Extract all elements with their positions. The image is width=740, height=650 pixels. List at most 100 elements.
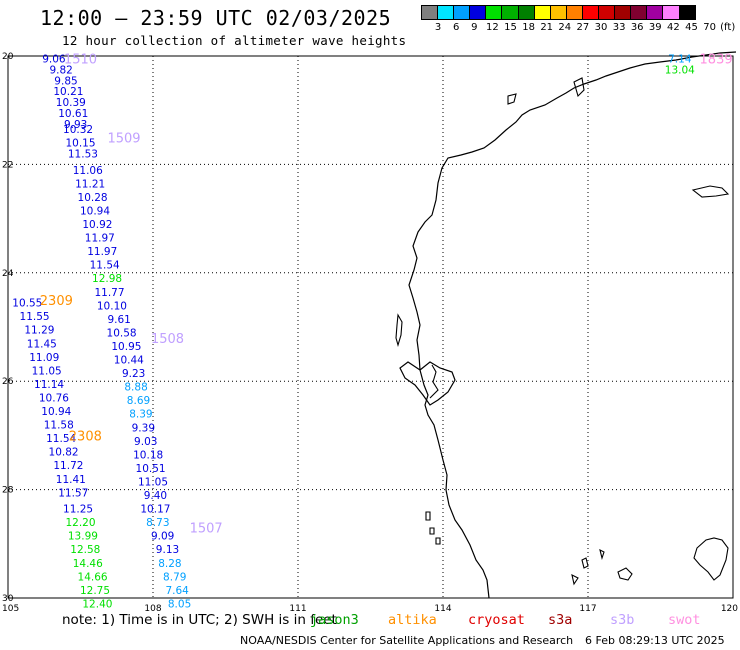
- pass-number-label: 1507: [190, 522, 223, 537]
- wave-height-reading: 10.94: [80, 205, 110, 217]
- wave-height-reading: 14.66: [78, 571, 108, 583]
- legend-item-jason3: jason3: [310, 612, 359, 628]
- wave-height-reading: 12.75: [80, 585, 110, 597]
- map-frame: [7, 55, 734, 599]
- lon-tick-label: 117: [579, 604, 596, 614]
- satellite-pass-labels: 1510 1509 2309 1508 2308 1507 1839: [40, 53, 733, 537]
- island-small-1: [507, 93, 517, 105]
- pass-number-label: 1509: [107, 131, 140, 146]
- scale-label: 39: [648, 22, 662, 33]
- legend-item-s3b: s3b: [610, 612, 635, 628]
- wave-height-reading: 10.10: [97, 300, 127, 312]
- legend-item-cryosat: cryosat: [468, 612, 525, 628]
- wave-height-reading: 12.58: [70, 544, 100, 556]
- scale-swatch: [678, 5, 696, 20]
- wave-height-reading: 11.45: [27, 338, 57, 350]
- wave-height-reading: 11.05: [32, 365, 62, 377]
- scale-label: 3: [434, 22, 442, 33]
- wave-height-reading: 10.18: [133, 449, 163, 461]
- dirk-hartog-island: [395, 313, 403, 347]
- legend-item-swot: swot: [668, 612, 701, 628]
- wave-height-reading: 8.69: [127, 395, 150, 407]
- wave-height-reading: 10.17: [140, 504, 170, 516]
- pass-number-label: 1510: [64, 53, 97, 68]
- shark-bay-coast: [399, 361, 456, 406]
- lat-tick-label: 20: [2, 52, 14, 62]
- pass-number-label: 1839: [700, 53, 733, 68]
- wave-height-reading: 11.29: [24, 325, 54, 337]
- wave-height-reading: 8.73: [146, 517, 169, 529]
- wave-height-reading: 11.05: [138, 476, 168, 488]
- scale-label: (ft): [720, 22, 736, 33]
- wave-height-reading: 10.92: [82, 219, 112, 231]
- wave-height-reading: 11.14: [34, 379, 64, 391]
- island-small-4: [571, 548, 605, 586]
- wave-height-reading: 10.61: [58, 108, 88, 120]
- wave-height-reading: 8.39: [129, 409, 152, 421]
- island-east: [691, 185, 730, 198]
- wave-height-reading: 14.46: [73, 558, 103, 570]
- wave-height-reading: 10.58: [107, 327, 137, 339]
- lon-tick-label: 120: [721, 604, 738, 614]
- pass-number-label: 2308: [69, 429, 102, 444]
- color-scale-labels: 3 6 9 12 15 18 21 24 27 30 33 36 39 42 45 70 (ft): [421, 22, 735, 36]
- scale-label: 18: [522, 22, 535, 33]
- coastline: [408, 51, 737, 599]
- scale-label: 70: [703, 22, 716, 33]
- wave-height-reading: 8.88: [124, 382, 147, 394]
- wave-height-reading: 10.94: [41, 406, 71, 418]
- wave-height-reading: 11.41: [56, 474, 86, 486]
- scale-label: 24: [558, 22, 572, 33]
- scale-label: 9: [471, 22, 478, 33]
- wave-height-reading: 9.13: [156, 544, 179, 556]
- lon-tick-label: 105: [2, 604, 19, 614]
- wave-height-reading: 9.40: [144, 490, 167, 502]
- wave-height-reading: 10.32: [63, 124, 93, 136]
- wave-height-reading: 9.39: [132, 422, 155, 434]
- wave-height-reading: 9.61: [107, 314, 130, 326]
- wave-height-reading: 9.82: [49, 65, 72, 77]
- lon-tick-label: 108: [144, 604, 161, 614]
- wave-height-reading: 10.51: [136, 463, 166, 475]
- scale-label: 36: [630, 22, 644, 33]
- wave-height-reading: 11.06: [73, 165, 103, 177]
- legend-item-altika: altika: [388, 612, 437, 628]
- scale-label: 27: [576, 22, 590, 33]
- wave-height-reading: 11.55: [20, 311, 50, 323]
- island-small-2: [573, 77, 585, 98]
- wave-height-reading: 11.77: [94, 287, 124, 299]
- wave-height-reading: 10.82: [49, 447, 79, 459]
- wave-height-reading: 13.99: [68, 531, 98, 543]
- wave-height-reading: 9.09: [151, 531, 174, 543]
- lat-tick-label: 26: [2, 377, 14, 387]
- credit-line: NOAA/NESDIS Center for Satellite Applica…: [240, 634, 574, 647]
- wave-height-reading: 11.21: [75, 178, 105, 190]
- scale-label: 12: [486, 22, 499, 33]
- wave-height-reading: 11.09: [29, 352, 59, 364]
- map-subtitle: 12 hour collection of altimeter wave hei…: [62, 33, 407, 48]
- wave-height-reading: 11.53: [68, 149, 98, 161]
- lat-tick-label: 28: [2, 486, 14, 496]
- map-title: 12:00 – 23:59 UTC 02/03/2025: [40, 6, 392, 30]
- wave-height-color-scale: [421, 5, 696, 20]
- peninsula: [429, 364, 439, 399]
- wave-height-reading: 13.04: [665, 65, 695, 77]
- wave-height-reading: 9.03: [134, 436, 157, 448]
- legend-item-s3a: s3a: [548, 612, 573, 628]
- wave-height-reading: 10.55: [12, 298, 42, 310]
- wave-height-reading: 10.28: [78, 192, 108, 204]
- wave-height-reading: 11.25: [63, 504, 93, 516]
- wave-height-reading: 8.79: [163, 571, 186, 583]
- scale-label: 42: [667, 22, 680, 33]
- wave-height-reading: 7.64: [165, 585, 189, 597]
- wave-height-reading: 9.23: [122, 368, 145, 380]
- wave-height-reading: 10.15: [65, 138, 95, 150]
- wave-height-reading: 9.93: [64, 119, 87, 131]
- wave-height-reading: 9.06: [42, 54, 66, 66]
- wave-height-reading: 10.44: [114, 355, 144, 367]
- lat-lon-grid: [7, 55, 734, 599]
- generation-timestamp: 6 Feb 08:29:13 UTC 2025: [585, 634, 725, 647]
- wave-height-reading: 11.58: [44, 420, 74, 432]
- island-ne: [693, 537, 729, 581]
